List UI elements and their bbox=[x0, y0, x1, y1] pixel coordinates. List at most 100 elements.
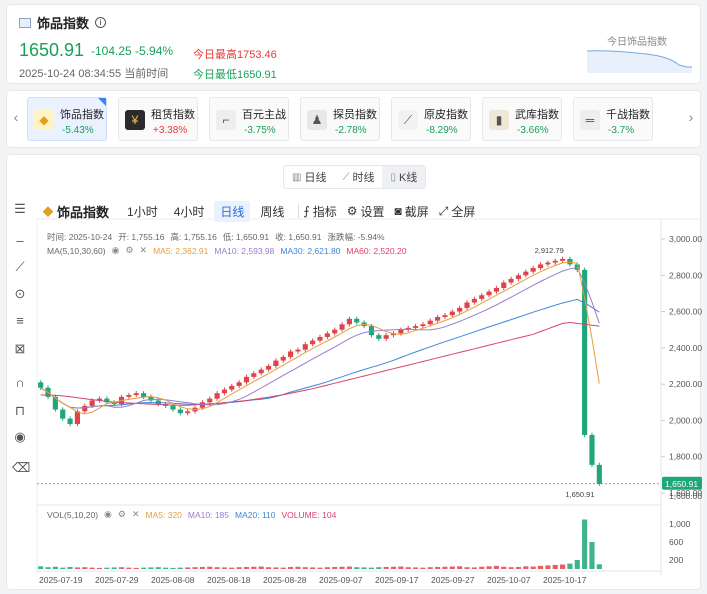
candle-body bbox=[96, 398, 103, 401]
candle-body bbox=[111, 402, 117, 405]
volume-bar bbox=[170, 567, 176, 569]
fib-lines-icon[interactable]: ≡ bbox=[16, 313, 24, 328]
tab-hour-line[interactable]: ⟋ 时线 bbox=[342, 171, 375, 185]
period-week[interactable]: 周线 bbox=[260, 204, 285, 219]
candle-body bbox=[530, 268, 536, 272]
volume-bar bbox=[501, 566, 507, 569]
volume-bar bbox=[185, 567, 191, 569]
volume-bar bbox=[38, 566, 44, 569]
volume-bar bbox=[493, 565, 499, 569]
volume-bar bbox=[295, 566, 301, 569]
index-card[interactable]: ▮ 武库指数 -3.66% bbox=[482, 97, 562, 141]
candle-body bbox=[273, 360, 279, 366]
strip-next-arrow-icon[interactable]: › bbox=[688, 109, 694, 125]
volume-bar bbox=[310, 567, 316, 569]
volume-bar bbox=[398, 566, 404, 569]
volume-bar bbox=[118, 567, 125, 569]
index-card[interactable]: ⌐ 百元主战 -3.75% bbox=[209, 97, 289, 141]
candle-body bbox=[221, 389, 228, 394]
camera-icon: ◙ bbox=[394, 204, 402, 218]
box-tool-icon[interactable]: ⊠ bbox=[14, 341, 26, 356]
volume-bar bbox=[133, 567, 139, 569]
today-low: 今日最低1650.91 bbox=[193, 69, 277, 81]
period-1h[interactable]: 1小时 bbox=[127, 204, 158, 219]
candle-body bbox=[332, 329, 338, 334]
screenshot-button[interactable]: ◙ 截屏 bbox=[394, 204, 429, 219]
candle-icon: ▯ bbox=[390, 171, 396, 183]
index-card-change: -3.7% bbox=[608, 125, 635, 136]
trash-icon[interactable]: ⌫ bbox=[12, 460, 31, 475]
last-axis-label: 1,600.00 bbox=[669, 491, 702, 501]
candle-body bbox=[229, 385, 235, 390]
candle-body bbox=[354, 318, 360, 323]
index-card-name: 百元主战 bbox=[242, 109, 286, 121]
tab-day-line[interactable]: ▥ 日线 bbox=[292, 171, 327, 185]
volume-bar bbox=[449, 566, 455, 569]
tab-kline[interactable]: ▯ K线 bbox=[382, 166, 426, 188]
volume-bar bbox=[582, 519, 588, 569]
index-card[interactable]: ═ 千战指数 -3.7% bbox=[573, 97, 653, 141]
volume-bar bbox=[515, 566, 522, 569]
volume-bar bbox=[324, 567, 330, 569]
period-4h[interactable]: 4小时 bbox=[173, 204, 205, 219]
candle-body bbox=[310, 340, 316, 345]
x-tick-label: 2025-08-28 bbox=[263, 575, 307, 585]
index-card[interactable]: ¥ 租赁指数 +3.38% bbox=[118, 97, 198, 141]
indicator-button[interactable]: ⨍ 指标 bbox=[303, 204, 337, 219]
volume-bar bbox=[435, 566, 441, 569]
candle-body bbox=[177, 409, 183, 414]
ohlc-info: 时间: 2025-10-24 开: 1,755.16 高: 1,755.16 低: 1… bbox=[47, 232, 385, 242]
candle-body bbox=[596, 464, 602, 484]
candle-body bbox=[545, 262, 551, 265]
kline-chart[interactable]: 3,000.00 2,800.00 2,600.00 2,400.00 2,200.00… bbox=[7, 155, 702, 591]
gear-icon[interactable]: ⚙ bbox=[117, 509, 126, 519]
candle-body bbox=[258, 369, 264, 374]
lock-icon[interactable]: ⊓ bbox=[14, 403, 26, 418]
volume-bar bbox=[368, 567, 375, 569]
candle-body bbox=[126, 395, 132, 397]
x-tick-label: 2025-10-07 bbox=[487, 575, 531, 585]
index-card[interactable]: ⟋ 原皮指数 -8.29% bbox=[391, 97, 471, 141]
period-day[interactable]: 日线 bbox=[214, 200, 251, 222]
magnet-icon[interactable]: ∩ bbox=[15, 375, 25, 390]
index-title-row: 饰品指数 i bbox=[19, 13, 107, 32]
fullscreen-button[interactable]: ⤢ 全屏 bbox=[438, 203, 476, 219]
pistol-icon: ⌐ bbox=[216, 110, 236, 130]
volume-bar bbox=[530, 566, 536, 569]
volume-bar bbox=[207, 566, 213, 569]
close-icon[interactable]: ✕ bbox=[131, 509, 140, 519]
strip-prev-arrow-icon[interactable]: ‹ bbox=[13, 109, 19, 125]
candle-body bbox=[508, 278, 514, 283]
trend-line-icon[interactable]: ⟋ bbox=[15, 259, 25, 274]
volume-bar bbox=[104, 567, 110, 569]
volume-bar bbox=[251, 566, 257, 569]
y-tick-label: 2,200.00 bbox=[669, 379, 702, 389]
volume-bar bbox=[280, 567, 286, 569]
price-change: -104.25 -5.94% bbox=[91, 44, 174, 58]
eye-icon[interactable]: ◉ bbox=[111, 245, 120, 255]
candle-body bbox=[317, 336, 323, 341]
index-card[interactable]: ◆ 饰品指数 -5.43% bbox=[27, 97, 107, 141]
volume-bar bbox=[552, 564, 558, 569]
volume-bar bbox=[265, 567, 272, 569]
volume-bar bbox=[361, 567, 367, 569]
info-icon[interactable]: i bbox=[95, 17, 107, 28]
volume-tick-label: 200 bbox=[669, 555, 683, 565]
volume-bar bbox=[442, 566, 448, 569]
horizontal-line-icon[interactable]: – bbox=[16, 233, 24, 248]
index-card-name: 探员指数 bbox=[333, 109, 377, 121]
candle-body bbox=[133, 393, 139, 396]
settings-button[interactable]: ⚙ 设置 bbox=[346, 204, 385, 219]
volume-bar bbox=[596, 564, 602, 569]
circle-tool-icon[interactable]: ⊙ bbox=[14, 286, 26, 301]
today-high: 今日最高1753.46 bbox=[193, 49, 277, 61]
collapse-menu-icon[interactable]: ☰ bbox=[14, 201, 26, 216]
volume-bar bbox=[405, 567, 411, 569]
index-card[interactable]: ♟ 探员指数 -2.78% bbox=[300, 97, 380, 141]
close-icon[interactable]: ✕ bbox=[139, 245, 148, 255]
eye-icon[interactable]: ◉ bbox=[14, 429, 26, 444]
x-tick-label: 2025-08-08 bbox=[151, 575, 195, 585]
toolbar-divider bbox=[298, 204, 300, 218]
gear-icon[interactable]: ⚙ bbox=[125, 245, 134, 255]
eye-icon[interactable]: ◉ bbox=[104, 509, 112, 519]
